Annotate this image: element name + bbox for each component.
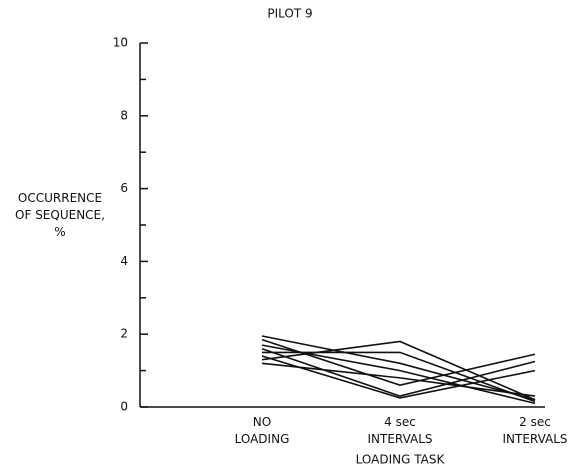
x-axis-label: LOADING TASK xyxy=(356,453,446,467)
data-line xyxy=(261,335,536,401)
chart-title: PILOT 9 xyxy=(267,7,312,21)
data-line xyxy=(262,351,536,403)
data-line xyxy=(261,348,536,397)
data-line xyxy=(261,338,536,386)
y-tick-label: 0 xyxy=(120,400,128,414)
y-tick-label: 4 xyxy=(120,254,128,268)
data-line xyxy=(261,362,536,397)
y-tick-label: 10 xyxy=(113,36,128,50)
data-line xyxy=(261,355,536,399)
y-axis-label: OCCURRENCE OF SEQUENCE,% xyxy=(15,191,105,239)
y-tick-label: 6 xyxy=(120,181,128,195)
y-tick-label: 8 xyxy=(120,108,128,122)
data-line xyxy=(261,344,536,405)
x-tick-label: 4 sec INTERVALS xyxy=(367,415,432,446)
x-tick-label: NO LOADING xyxy=(235,415,290,446)
y-tick-label: 2 xyxy=(120,327,128,341)
x-tick-label: 2 sec INTERVALS xyxy=(502,415,567,446)
